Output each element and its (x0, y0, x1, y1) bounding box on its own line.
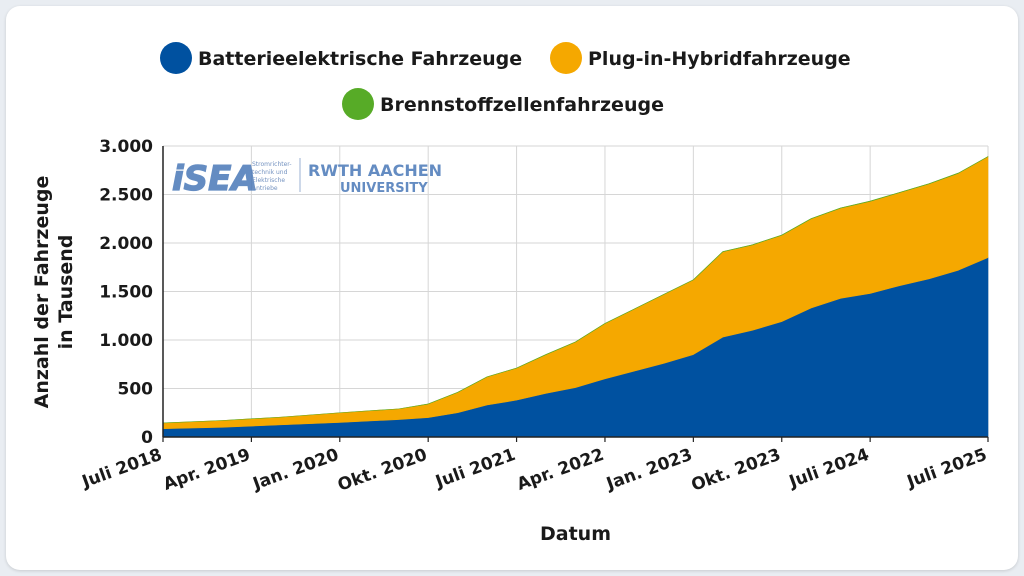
x-tick-label: Juli 2025 (904, 445, 990, 493)
isea-logo-subtext: Elektrische (252, 177, 285, 184)
x-tick-label: Juli 2021 (432, 445, 518, 493)
x-tick-label: Okt. 2020 (335, 445, 430, 496)
legend-swatch (550, 42, 582, 74)
x-axis-title: Datum (540, 523, 611, 545)
y-tick-label: 1.000 (99, 331, 153, 351)
x-tick-label: Juli 2024 (786, 445, 872, 493)
rwth-logo: RWTH AACHEN (308, 161, 442, 180)
isea-logo-subtext: technik und (252, 169, 288, 176)
y-axis-title: Anzahl der Fahrzeuge in Tausend (31, 176, 77, 409)
x-tick-label: Juli 2018 (79, 445, 165, 493)
isea-logo-subtext: Stromrichter- (252, 161, 292, 168)
legend-label: Brennstoffzellenfahrzeuge (380, 94, 664, 116)
legend: Batterieelektrische Fahrzeuge Plug-in-Hyb… (160, 42, 851, 120)
y-tick-label: 3.000 (99, 137, 153, 157)
legend-label: Plug-in-Hybridfahrzeuge (588, 48, 851, 70)
x-tick-label: Jan. 2023 (603, 445, 695, 495)
y-tick-label: 500 (118, 380, 154, 400)
legend-label: Batterieelektrische Fahrzeuge (198, 48, 522, 70)
y-tick-label: 2.000 (99, 234, 153, 254)
y-tick-label: 0 (141, 428, 153, 448)
area-layers (162, 156, 989, 438)
isea-logo-subtext: Antriebe (252, 185, 278, 192)
y-tick-label: 2.500 (99, 186, 153, 206)
y-axis-title-line: in Tausend (55, 235, 77, 350)
y-axis-title-line: Anzahl der Fahrzeuge (31, 176, 53, 409)
legend-swatch (342, 88, 374, 120)
rwth-logo-university: UNIVERSITY (340, 181, 428, 196)
x-tick-label: Jan. 2020 (250, 445, 342, 495)
legend-swatch (160, 42, 192, 74)
x-tick-label: Okt. 2023 (689, 445, 784, 496)
isea-logo: iSEA (172, 159, 258, 199)
x-tick-label: Apr. 2019 (161, 445, 253, 495)
x-tick-label: Apr. 2022 (514, 445, 606, 495)
y-tick-label: 1.500 (99, 283, 153, 303)
area-series-3 (162, 156, 989, 424)
